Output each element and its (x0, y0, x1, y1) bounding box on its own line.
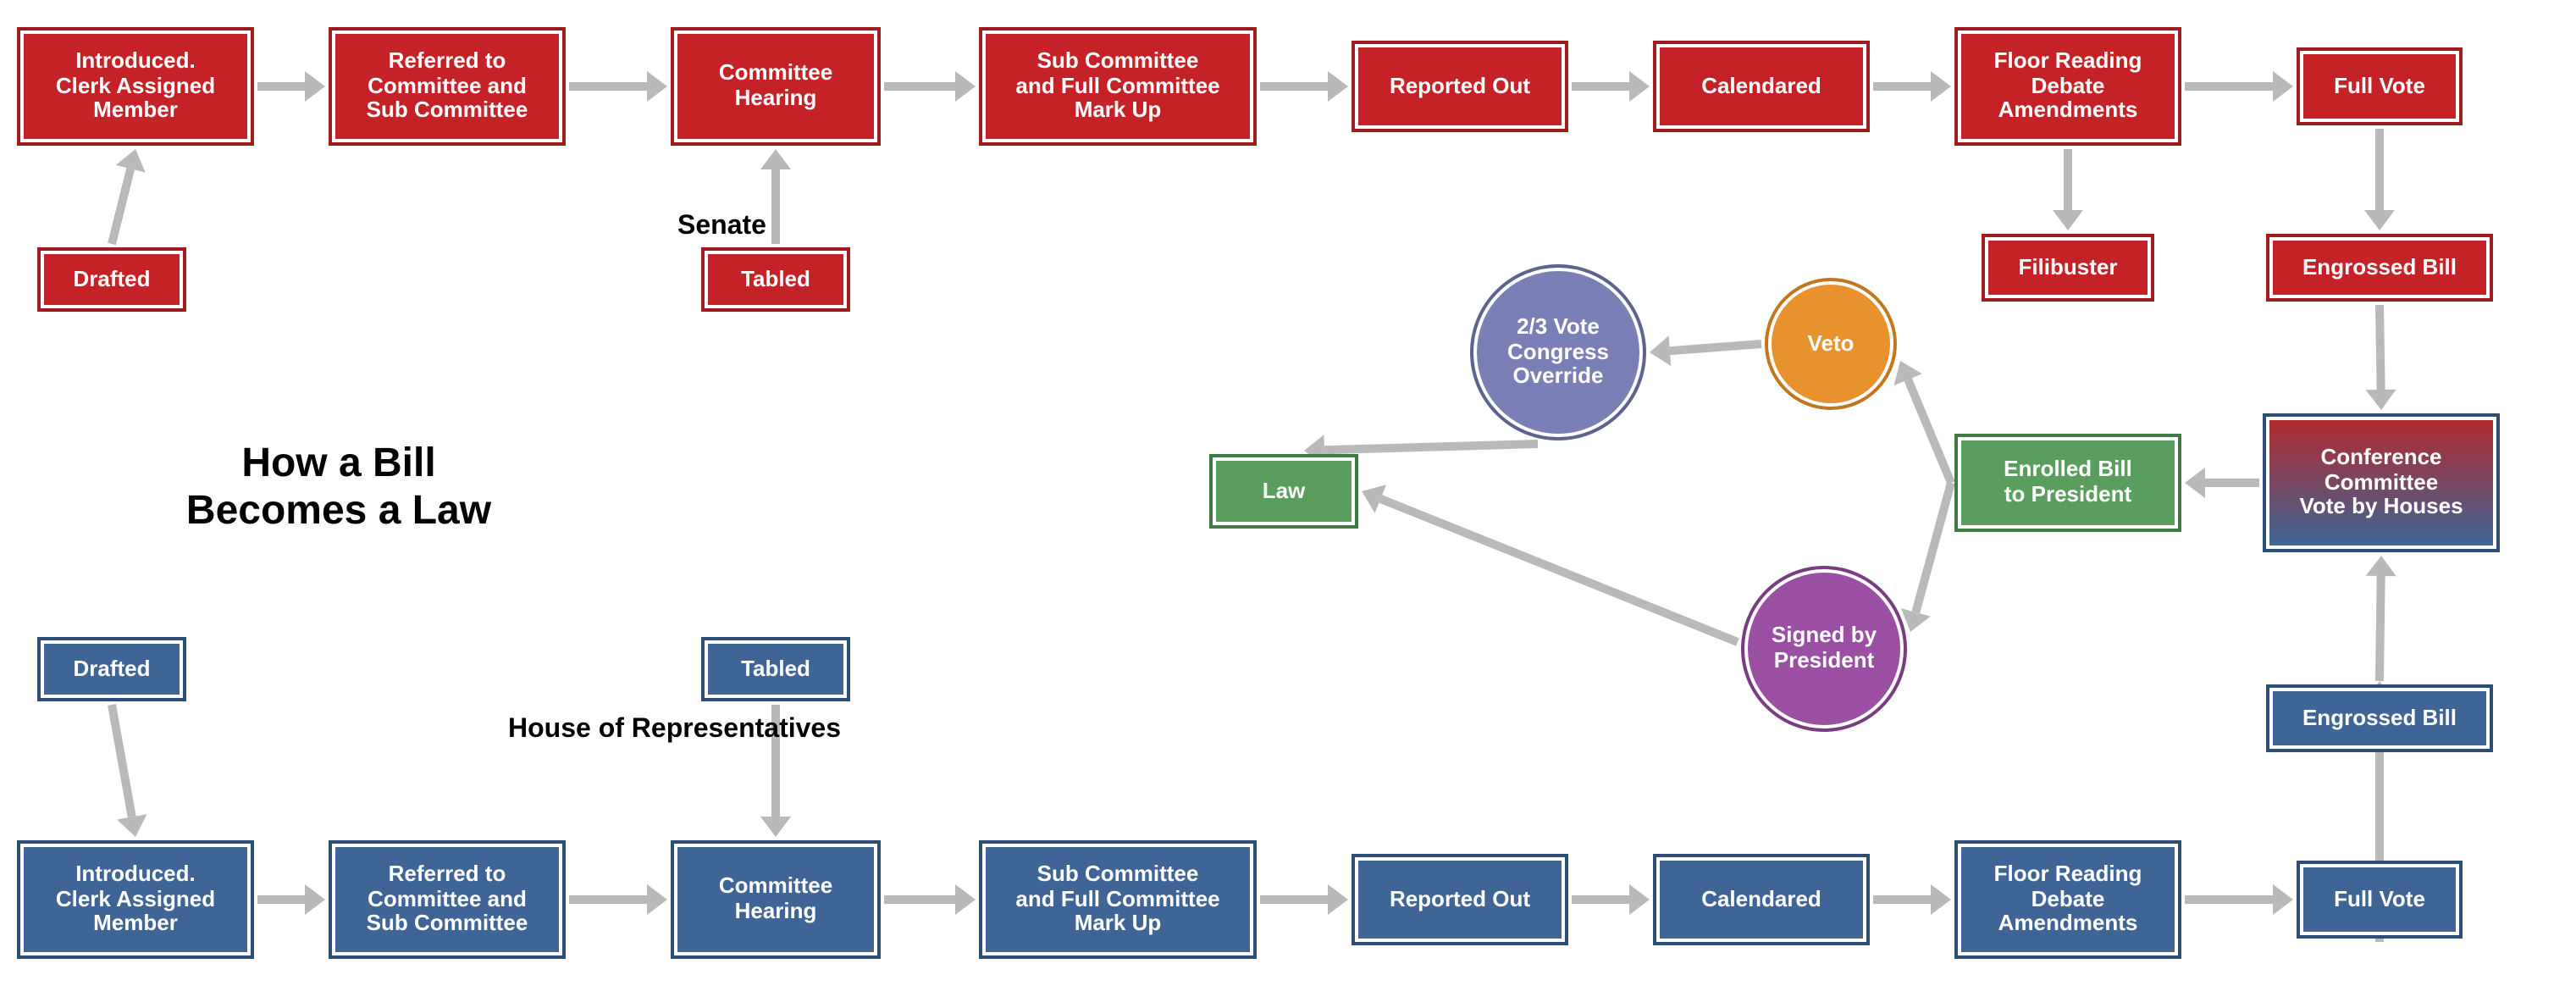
arrowhead-s-drafted-s-introduced (116, 149, 146, 173)
node-s-floor: Floor ReadingDebateAmendments (1958, 30, 2178, 142)
arrowhead-enrolled-signed (1901, 608, 1931, 632)
arrowhead-s-fullvote-s-engrossed (2364, 210, 2395, 230)
node-h-calendared: Calendared (1656, 857, 1866, 942)
arrowhead-h-markup-h-reported (1328, 884, 1348, 915)
edge-veto-override (1670, 344, 1761, 351)
arrowhead-h-floor-h-fullvote (2273, 884, 2293, 915)
node-enrolled: Enrolled Billto President (1958, 437, 2178, 529)
arrowhead-enrolled-veto (1894, 361, 1922, 385)
edge-h-engrossed-conference (2380, 576, 2381, 681)
edge-s-drafted-s-introduced (112, 169, 130, 244)
arrowhead-h-drafted-h-introduced (117, 814, 146, 837)
arrowhead-s-referred-s-hearing (647, 71, 667, 102)
node-conference: ConferenceCommitteeVote by Houses (2266, 417, 2496, 549)
edge-override-law (1324, 444, 1538, 450)
node-h-hearing: CommitteeHearing (674, 844, 877, 955)
senate-label: Senate (677, 212, 766, 242)
arrowhead-h-referred-h-hearing (647, 884, 667, 915)
arrowhead-s-tabled-s-hearing (760, 149, 791, 169)
edge-signed-law (1380, 499, 1738, 642)
arrowhead-h-introduced-h-referred (305, 884, 325, 915)
node-s-drafted: Drafted (41, 251, 183, 308)
node-h-floor: Floor ReadingDebateAmendments (1958, 844, 2178, 955)
edge-s-engrossed-conference (2380, 305, 2381, 390)
edge-enrolled-veto (1908, 379, 1951, 483)
flowchart-canvas: How a BillBecomes a Law Senate House of Re… (0, 0, 2576, 1008)
arrowhead-s-floor-s-fullvote (2273, 71, 2293, 102)
node-h-markup: Sub Committeeand Full CommitteeMark Up (982, 844, 1253, 955)
arrowhead-h-hearing-h-markup (955, 884, 976, 915)
house-label: House of Representatives (508, 715, 841, 745)
diagram-title: How a BillBecomes a Law (119, 440, 559, 534)
arrowhead-signed-law (1362, 485, 1386, 512)
edge-enrolled-signed (1915, 483, 1951, 612)
node-override: 2/3 VoteCongressOverride (1473, 268, 1643, 437)
node-h-fullvote: Full Vote (2300, 864, 2459, 935)
arrowhead-s-reported-s-calendared (1629, 71, 1650, 102)
arrowhead-s-floor-s-filibuster (2053, 210, 2083, 230)
node-signed: Signed byPresident (1744, 569, 1904, 728)
node-h-introduced: Introduced.Clerk AssignedMember (20, 844, 251, 955)
arrowhead-h-reported-h-calendared (1629, 884, 1650, 915)
node-s-introduced: Introduced.Clerk AssignedMember (20, 30, 251, 142)
arrowhead-veto-override (1650, 335, 1671, 366)
arrowhead-s-calendared-s-floor (1931, 71, 1951, 102)
node-veto: Veto (1768, 281, 1893, 407)
node-h-reported: Reported Out (1355, 857, 1565, 942)
arrowhead-s-markup-s-reported (1328, 71, 1348, 102)
arrowhead-conference-enrolled (2185, 468, 2205, 498)
arrowhead-s-hearing-s-markup (955, 71, 976, 102)
node-h-engrossed: Engrossed Bill (2269, 688, 2490, 749)
node-s-referred: Referred toCommittee andSub Committee (332, 30, 562, 142)
edge-h-drafted-h-introduced (112, 705, 132, 817)
arrowhead-h-calendared-h-floor (1931, 884, 1951, 915)
arrowhead-h-engrossed-conference (2366, 556, 2396, 576)
node-s-markup: Sub Committeeand Full CommitteeMark Up (982, 30, 1253, 142)
node-h-referred: Referred toCommittee andSub Committee (332, 844, 562, 955)
arrowhead-s-introduced-s-referred (305, 71, 325, 102)
arrowhead-h-tabled-h-hearing (760, 817, 791, 837)
node-h-tabled: Tabled (705, 640, 847, 698)
node-s-calendared: Calendared (1656, 44, 1866, 129)
node-h-drafted: Drafted (41, 640, 183, 698)
node-s-tabled: Tabled (705, 251, 847, 308)
node-s-hearing: CommitteeHearing (674, 30, 877, 142)
node-s-fullvote: Full Vote (2300, 51, 2459, 122)
node-s-reported: Reported Out (1355, 44, 1565, 129)
node-s-filibuster: Filibuster (1985, 237, 2151, 298)
node-law: Law (1213, 457, 1355, 525)
node-s-engrossed: Engrossed Bill (2269, 237, 2490, 298)
arrowhead-s-engrossed-conference (2366, 390, 2396, 410)
